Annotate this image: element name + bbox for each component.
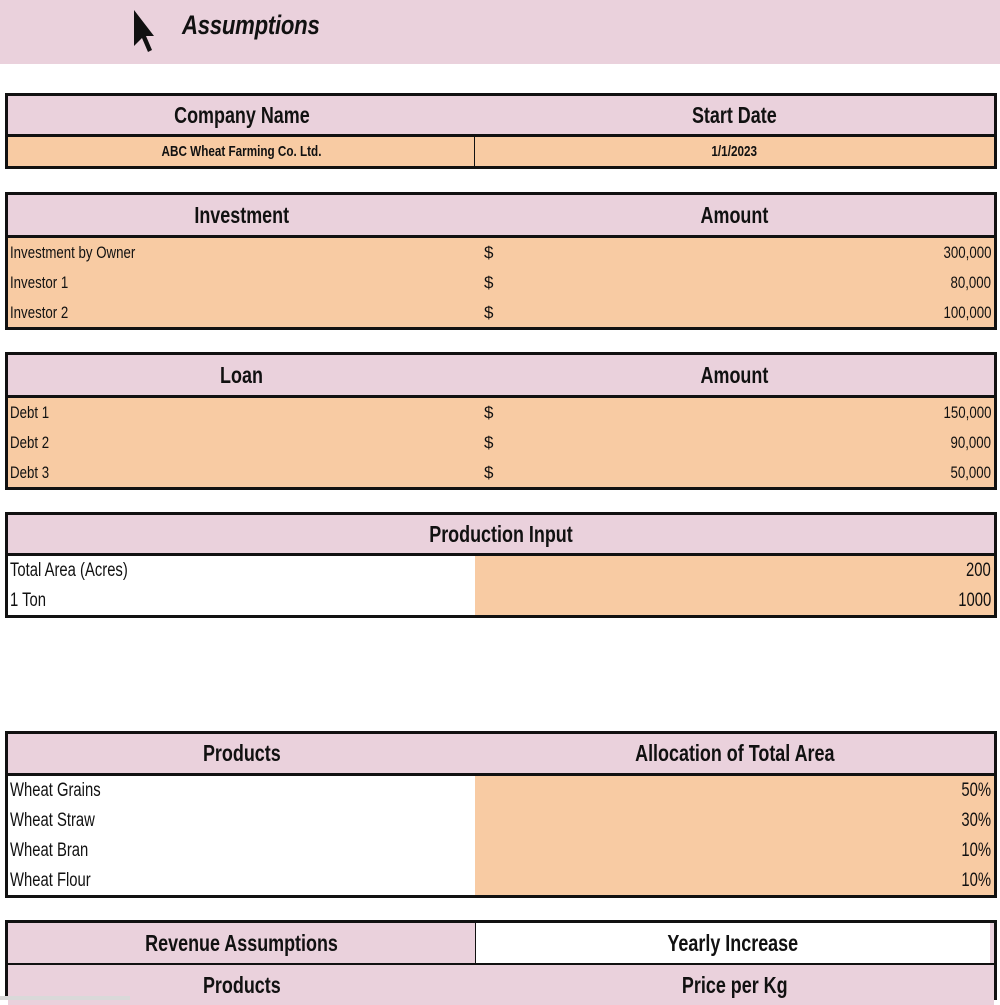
currency-symbol: $ (484, 403, 494, 422)
currency-symbol: $ (484, 243, 494, 262)
investment-table: Investment Amount Investment by Owner $ … (5, 192, 997, 330)
row-value[interactable]: 30% (475, 806, 994, 836)
investment-row[interactable]: Investor 2 $ 100,000 (8, 298, 994, 327)
row-label: Debt 1 (10, 403, 50, 422)
product-row[interactable]: Wheat Flour 10% (8, 866, 994, 895)
production-header-row: Production Input (8, 515, 994, 556)
sheet-title: Assumptions (182, 10, 320, 40)
production-input-table: Production Input Total Area (Acres) 200 … (5, 512, 997, 618)
revenue-header-row: Revenue Assumptions Yearly Increase (8, 923, 994, 965)
amount-header: Amount (700, 361, 769, 388)
company-header-row: Company Name Start Date (8, 96, 994, 137)
row-label: Investor 1 (10, 273, 69, 292)
row-value[interactable]: 150,000 (943, 403, 991, 422)
row-value[interactable]: 10% (475, 836, 994, 866)
products-header-row: Products Allocation of Total Area (8, 734, 994, 776)
products-allocation-table: Products Allocation of Total Area Wheat … (5, 731, 997, 898)
horizontal-scrollbar[interactable] (0, 996, 130, 1000)
row-label: Wheat Grains (8, 776, 475, 806)
product-row[interactable]: Wheat Straw 30% (8, 806, 994, 836)
loan-table: Loan Amount Debt 1 $ 150,000 Debt 2 $ 90… (5, 352, 997, 490)
loan-row[interactable]: Debt 3 $ 50,000 (8, 458, 994, 487)
company-values-row: ABC Wheat Farming Co. Ltd. 1/1/2023 (8, 137, 994, 166)
currency-symbol: $ (484, 433, 494, 452)
company-name-header: Company Name (173, 101, 310, 128)
row-value[interactable]: 10% (475, 866, 994, 895)
row-label: Investment by Owner (10, 243, 136, 262)
row-value[interactable]: 200 (475, 556, 994, 586)
row-label: 1 Ton (8, 586, 475, 615)
row-label: Wheat Straw (8, 806, 475, 836)
start-date-cell[interactable]: 1/1/2023 (711, 143, 758, 160)
product-row[interactable]: Wheat Grains 50% (8, 776, 994, 806)
loan-header-row: Loan Amount (8, 355, 994, 398)
row-label: Investor 2 (10, 302, 69, 322)
row-value[interactable]: 80,000 (950, 273, 991, 292)
loan-row[interactable]: Debt 1 $ 150,000 (8, 398, 994, 428)
product-row[interactable]: Wheat Bran 10% (8, 836, 994, 866)
allocation-header: Allocation of Total Area (634, 740, 835, 766)
row-value[interactable]: 90,000 (950, 433, 991, 452)
row-value[interactable]: 50,000 (950, 462, 991, 482)
mouse-cursor-icon (134, 10, 154, 52)
row-label: Debt 2 (10, 433, 50, 452)
investment-header-row: Investment Amount (8, 195, 994, 238)
price-per-kg-subheader: Price per Kg (681, 971, 788, 998)
production-row[interactable]: 1 Ton 1000 (8, 586, 994, 615)
row-label: Wheat Flour (8, 866, 475, 895)
products-subheader: Products (202, 971, 281, 998)
revenue-assumptions-table: Revenue Assumptions Yearly Increase Prod… (5, 920, 997, 1005)
loan-row[interactable]: Debt 2 $ 90,000 (8, 428, 994, 458)
company-name-cell[interactable]: ABC Wheat Farming Co. Ltd. (8, 137, 475, 166)
row-value[interactable]: 100,000 (943, 302, 991, 322)
row-value[interactable]: 50% (475, 776, 994, 806)
loan-header: Loan (220, 361, 263, 388)
row-label: Debt 3 (10, 462, 50, 482)
row-label: Wheat Bran (8, 836, 475, 866)
production-row[interactable]: Total Area (Acres) 200 (8, 556, 994, 586)
row-label: Total Area (Acres) (8, 556, 475, 586)
sheet-title-bar: Assumptions (0, 0, 1000, 64)
amount-header: Amount (700, 201, 769, 228)
currency-symbol: $ (484, 462, 494, 482)
yearly-increase-header: Yearly Increase (475, 923, 990, 963)
row-value[interactable]: 300,000 (943, 243, 991, 262)
company-table: Company Name Start Date ABC Wheat Farmin… (5, 93, 997, 169)
start-date-header: Start Date (692, 101, 777, 128)
revenue-subheader-row: Products Price per Kg (8, 965, 994, 1005)
investment-header: Investment (194, 201, 289, 228)
currency-symbol: $ (484, 302, 494, 322)
products-header: Products (202, 740, 281, 766)
currency-symbol: $ (484, 273, 494, 292)
production-input-header: Production Input (429, 520, 573, 547)
row-value[interactable]: 1000 (475, 586, 994, 615)
investment-row[interactable]: Investor 1 $ 80,000 (8, 268, 994, 298)
revenue-assumptions-header: Revenue Assumptions (145, 929, 338, 956)
investment-row[interactable]: Investment by Owner $ 300,000 (8, 238, 994, 268)
